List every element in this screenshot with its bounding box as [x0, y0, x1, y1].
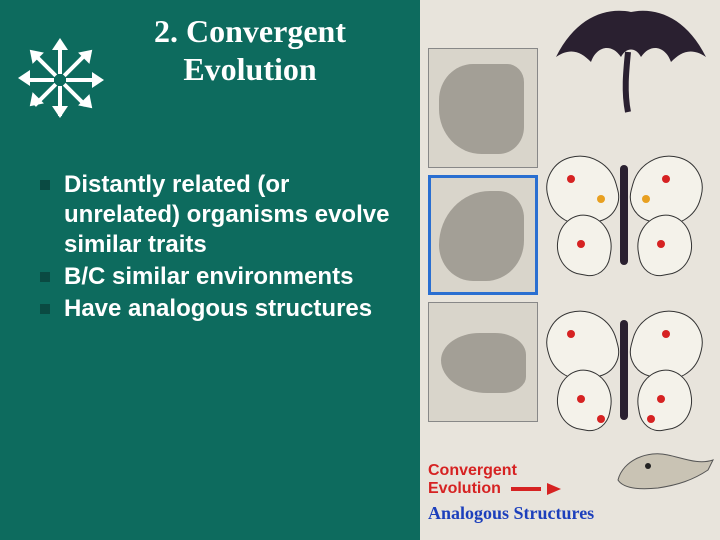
figure-caption-convergent: Convergent Evolution — [428, 462, 561, 498]
caption-text-2: Evolution — [428, 480, 501, 497]
bullet-list: Distantly related (or unrelated) organis… — [40, 170, 400, 326]
bullet-item: B/C similar environments — [40, 262, 400, 292]
bat-image — [546, 2, 716, 122]
slide-title: 2. Convergent Evolution — [100, 12, 400, 89]
figure-caption-analogous: Analogous Structures — [428, 503, 594, 524]
bullet-item: Distantly related (or unrelated) organis… — [40, 170, 400, 260]
butterfly-image — [542, 145, 712, 295]
wing-panel-bat — [428, 48, 538, 168]
figure-panel: Convergent Evolution Analogous Structure… — [420, 0, 720, 540]
bird-image — [608, 440, 718, 500]
wing-panel-bird — [428, 175, 538, 295]
starburst-decoration — [20, 40, 100, 120]
butterfly-image-2 — [542, 300, 712, 450]
arrow-icon — [511, 487, 541, 491]
arrow-icon — [547, 483, 561, 495]
bullet-item: Have analogous structures — [40, 294, 400, 324]
caption-text: Convergent — [428, 462, 517, 479]
slide: 2. Convergent Evolution Distantly relate… — [0, 0, 720, 540]
wing-panel-insect — [428, 302, 538, 422]
